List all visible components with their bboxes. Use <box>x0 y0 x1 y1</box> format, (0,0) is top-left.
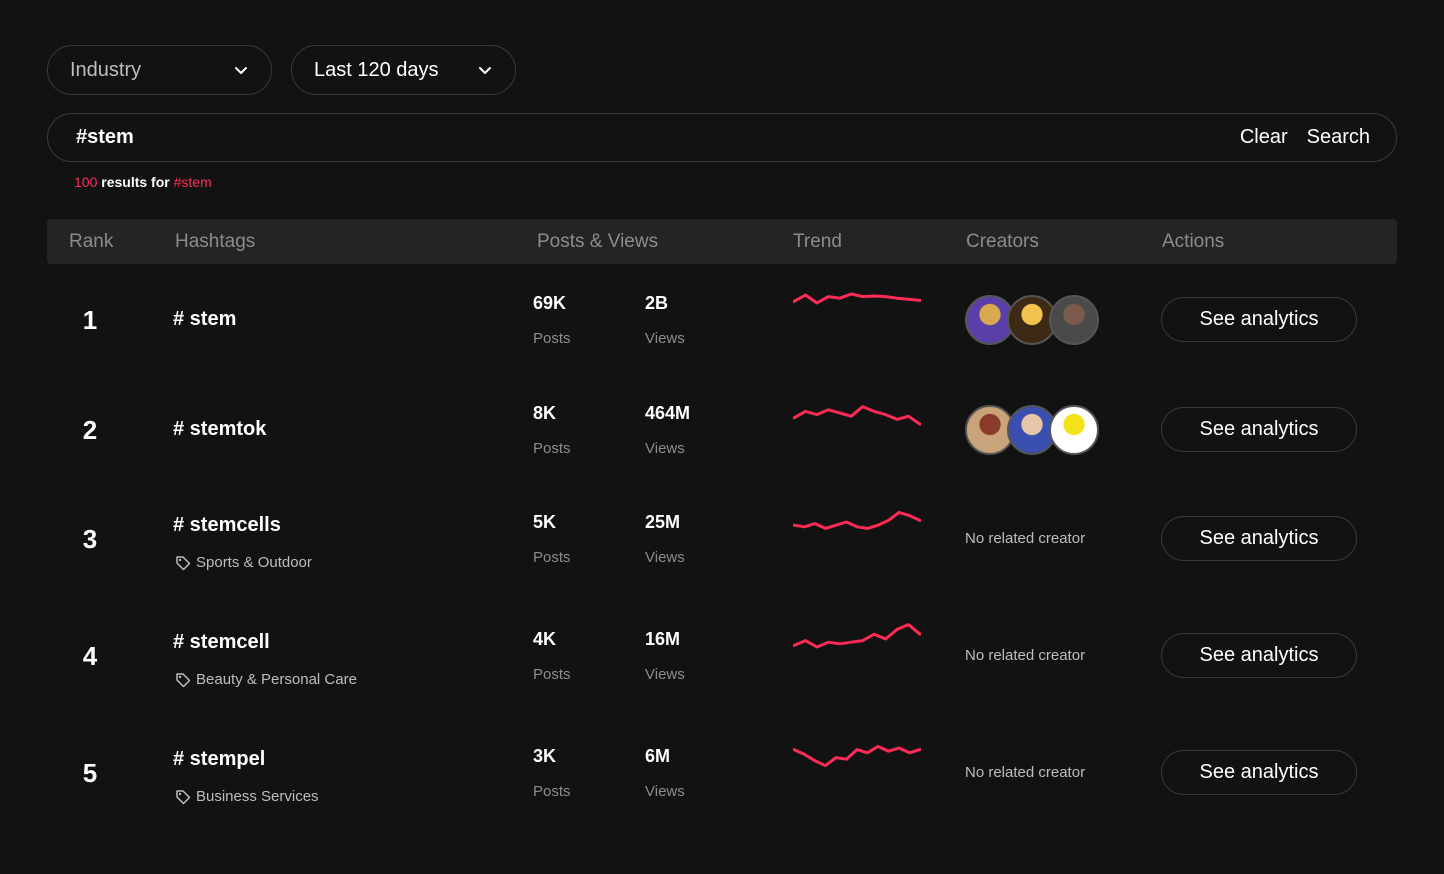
hashtag-name[interactable]: # stemtok <box>173 418 267 440</box>
category-label: Beauty & Personal Care <box>196 671 357 688</box>
trend-line <box>793 292 921 305</box>
trend-sparkline <box>793 510 921 530</box>
search-button[interactable]: Search <box>1306 126 1370 148</box>
views-count: 25M <box>645 512 681 532</box>
period-dropdown-label: Last 120 days <box>314 58 439 81</box>
views-label: Views <box>645 666 685 683</box>
results-query: #stem <box>173 174 212 190</box>
hashtag-name[interactable]: # stemcells <box>173 514 281 536</box>
category-label: Sports & Outdoor <box>196 554 312 571</box>
header-hashtags: Hashtags <box>175 231 256 252</box>
posts-label: Posts <box>533 783 571 800</box>
posts-label: Posts <box>533 549 571 566</box>
header-creators: Creators <box>966 231 1039 252</box>
see-analytics-button[interactable]: See analytics <box>1161 633 1357 678</box>
industry-dropdown[interactable]: Industry <box>47 45 272 95</box>
avatar[interactable] <box>965 405 1015 455</box>
table-row: 3 # stemcells Sports & Outdoor 5K Posts 25M Vi… <box>47 494 1397 584</box>
no-related-creator: No related creator <box>965 647 1086 664</box>
trend-sparkline <box>793 292 921 305</box>
table-header: Rank Hashtags Posts & Views Trend Creato… <box>47 219 1397 264</box>
posts-count: 5K <box>533 512 557 532</box>
views-label: Views <box>645 783 685 800</box>
hashtag-category: Beauty & Personal Care <box>175 671 357 688</box>
views-count: 16M <box>645 629 681 649</box>
rank-number: 1 <box>82 305 98 335</box>
creator-avatars <box>965 295 1099 345</box>
tag-icon <box>176 789 191 804</box>
hashtag-name[interactable]: # stemcell <box>173 631 270 653</box>
search-input[interactable] <box>74 125 1221 150</box>
tag-icon <box>176 555 191 570</box>
table-row: 5 # stempel Business Services 3K Posts 6M View… <box>47 728 1397 818</box>
table-row: 1 # stem 69K Posts 2B Views See analytics <box>47 275 1397 365</box>
creator-avatars <box>965 405 1099 455</box>
avatar[interactable] <box>965 295 1015 345</box>
trend-line <box>793 405 921 426</box>
see-analytics-button[interactable]: See analytics <box>1161 297 1357 342</box>
rank-number: 5 <box>82 758 98 788</box>
posts-count: 69K <box>533 293 567 313</box>
hashtag-category: Business Services <box>175 788 319 805</box>
posts-count: 8K <box>533 403 557 423</box>
see-analytics-button[interactable]: See analytics <box>1161 516 1357 561</box>
header-posts-views: Posts & Views <box>537 231 659 252</box>
search-bar: Clear Search <box>47 113 1397 162</box>
trend-line <box>793 744 921 768</box>
views-label: Views <box>645 330 685 347</box>
trend-sparkline <box>793 405 921 426</box>
chevron-down-icon <box>479 67 491 74</box>
views-count: 464M <box>645 403 691 423</box>
results-text: results for <box>101 174 170 190</box>
period-dropdown[interactable]: Last 120 days <box>291 45 516 95</box>
hashtag-name[interactable]: # stem <box>173 308 237 330</box>
table-row: 4 # stemcell Beauty & Personal Care 4K Posts… <box>47 611 1397 701</box>
trend-line <box>793 510 921 530</box>
results-count: 100 <box>74 174 98 190</box>
trend-sparkline <box>793 744 921 768</box>
trend-line <box>793 623 921 649</box>
posts-count: 4K <box>533 629 557 649</box>
trend-sparkline <box>793 623 921 649</box>
no-related-creator: No related creator <box>965 530 1086 547</box>
header-actions: Actions <box>1162 231 1225 252</box>
rank-number: 4 <box>82 641 98 671</box>
views-label: Views <box>645 549 685 566</box>
clear-button[interactable]: Clear <box>1239 126 1288 148</box>
avatar[interactable] <box>1049 295 1099 345</box>
rank-number: 3 <box>82 524 98 554</box>
hashtag-name[interactable]: # stempel <box>173 748 266 770</box>
views-count: 6M <box>645 746 671 766</box>
chevron-down-icon <box>235 67 247 74</box>
no-related-creator: No related creator <box>965 764 1086 781</box>
see-analytics-button[interactable]: See analytics <box>1161 407 1357 452</box>
views-label: Views <box>645 440 685 457</box>
hashtag-category: Sports & Outdoor <box>175 554 312 571</box>
category-label: Business Services <box>196 788 319 805</box>
posts-label: Posts <box>533 330 571 347</box>
posts-count: 3K <box>533 746 557 766</box>
header-rank: Rank <box>69 231 114 252</box>
filter-bar: Industry Last 120 days <box>47 45 516 95</box>
see-analytics-button[interactable]: See analytics <box>1161 750 1357 795</box>
posts-label: Posts <box>533 440 571 457</box>
header-trend: Trend <box>793 231 842 252</box>
industry-dropdown-label: Industry <box>70 58 142 81</box>
tag-icon <box>176 672 191 687</box>
avatar[interactable] <box>1049 405 1099 455</box>
views-count: 2B <box>645 293 669 313</box>
results-summary: 100 results for #stem <box>74 174 212 190</box>
posts-label: Posts <box>533 666 571 683</box>
rank-number: 2 <box>82 415 98 445</box>
table-row: 2 # stemtok 8K Posts 464M Views See analytics <box>47 385 1397 475</box>
